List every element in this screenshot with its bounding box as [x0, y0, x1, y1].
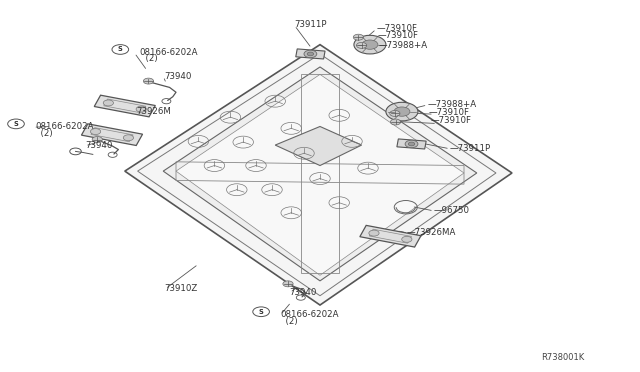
Circle shape — [362, 40, 378, 49]
Polygon shape — [163, 67, 477, 281]
Polygon shape — [296, 49, 325, 59]
Polygon shape — [125, 45, 512, 305]
Text: 73940: 73940 — [85, 141, 113, 150]
Circle shape — [136, 106, 147, 112]
Circle shape — [390, 110, 400, 116]
Circle shape — [402, 236, 412, 242]
Text: —73910F: —73910F — [378, 31, 419, 40]
Text: 73911P: 73911P — [294, 20, 327, 29]
Text: —73910F: —73910F — [429, 108, 470, 117]
Circle shape — [304, 50, 317, 58]
Circle shape — [124, 135, 134, 141]
Text: (2): (2) — [35, 129, 53, 138]
Text: 08166-6202A: 08166-6202A — [140, 48, 198, 57]
Polygon shape — [360, 225, 421, 247]
Polygon shape — [176, 74, 464, 275]
Text: 73926M: 73926M — [136, 107, 171, 116]
Polygon shape — [275, 126, 362, 166]
Text: —73910F: —73910F — [376, 24, 417, 33]
Text: —73926MA: —73926MA — [407, 228, 456, 237]
Text: S: S — [259, 309, 264, 315]
Text: 73940: 73940 — [289, 288, 317, 296]
Text: (2): (2) — [140, 54, 157, 63]
Circle shape — [405, 140, 418, 148]
Circle shape — [386, 102, 418, 121]
Text: —73910F: —73910F — [430, 116, 471, 125]
Text: 73910Z: 73910Z — [164, 284, 197, 293]
Text: —73988+A: —73988+A — [428, 100, 477, 109]
Text: (2): (2) — [280, 317, 298, 326]
Polygon shape — [397, 139, 426, 149]
Circle shape — [90, 129, 100, 135]
Polygon shape — [94, 95, 156, 117]
Text: S: S — [118, 46, 123, 52]
Circle shape — [307, 52, 314, 56]
Circle shape — [103, 100, 113, 106]
Text: 08166-6202A: 08166-6202A — [280, 310, 339, 319]
Text: —96750: —96750 — [434, 206, 470, 215]
Circle shape — [408, 142, 415, 146]
Circle shape — [353, 34, 364, 40]
Text: 08166-6202A: 08166-6202A — [35, 122, 93, 131]
Polygon shape — [81, 124, 143, 145]
Text: R738001K: R738001K — [541, 353, 585, 362]
Text: S: S — [13, 121, 19, 127]
Circle shape — [369, 230, 379, 236]
Text: —73988+A: —73988+A — [379, 41, 428, 50]
Circle shape — [354, 35, 386, 54]
Circle shape — [92, 137, 102, 142]
Circle shape — [394, 107, 410, 116]
Circle shape — [390, 119, 401, 125]
Circle shape — [356, 42, 367, 48]
Text: —73911P: —73911P — [450, 144, 491, 153]
Circle shape — [283, 281, 293, 287]
Circle shape — [143, 78, 154, 84]
Text: 73940: 73940 — [164, 72, 191, 81]
